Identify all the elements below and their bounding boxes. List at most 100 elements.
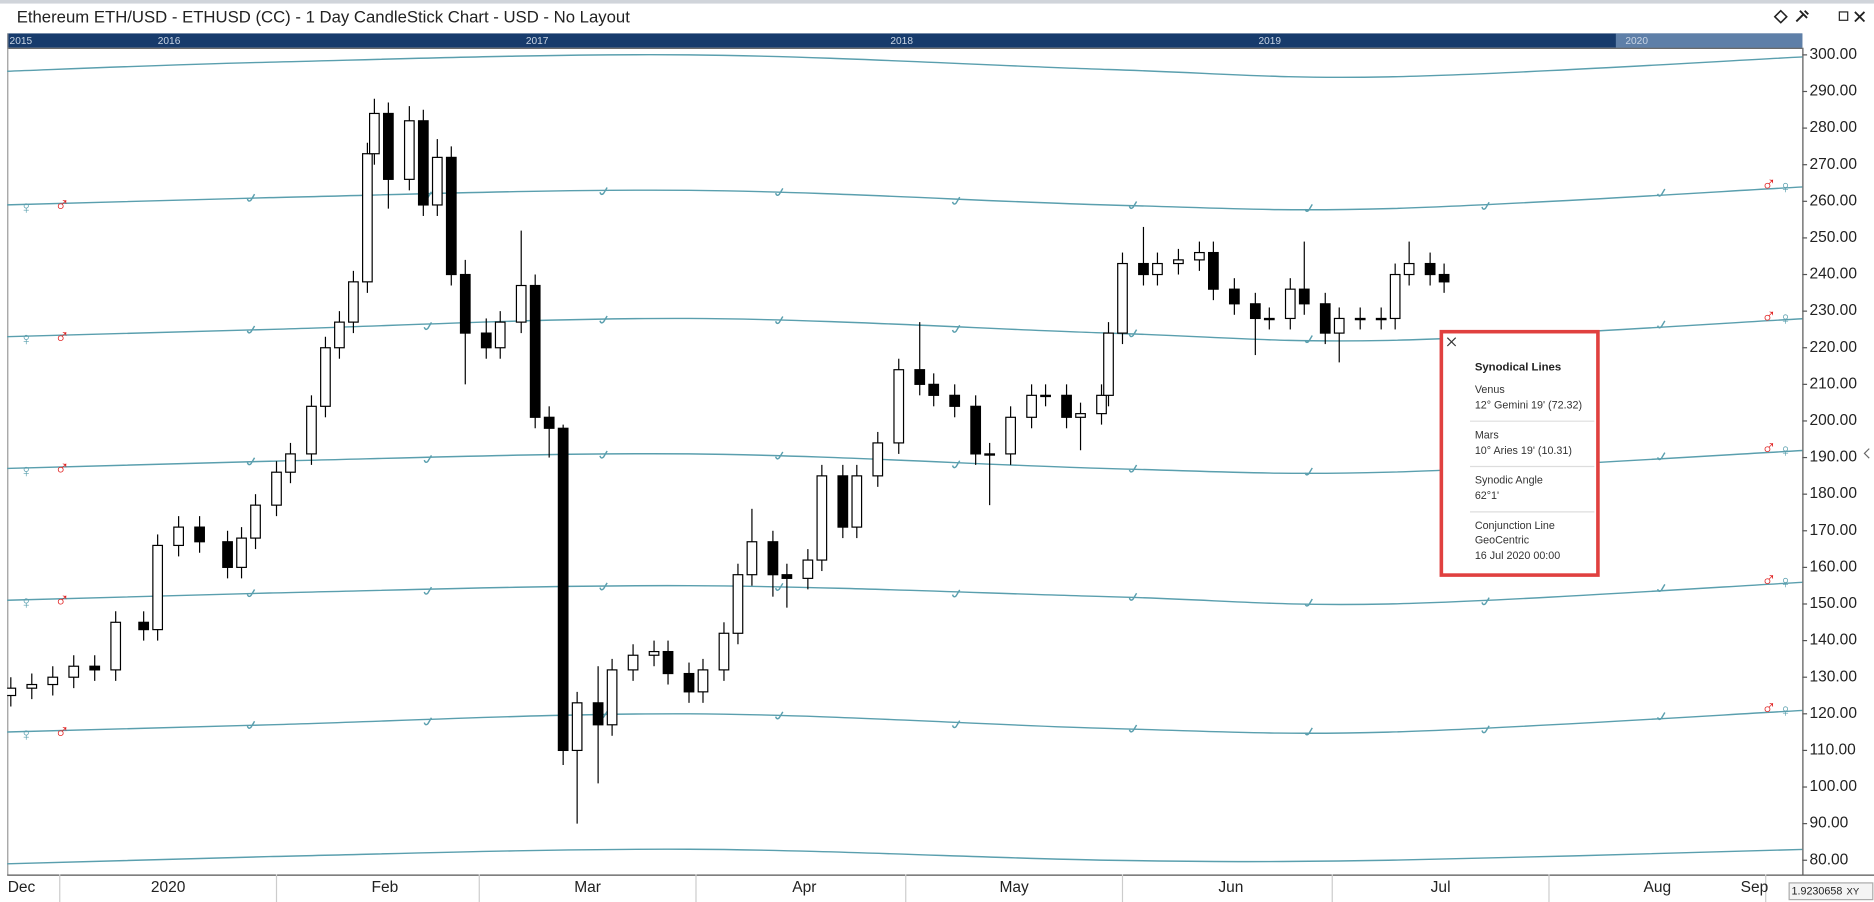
y-tick-label: 120.00	[1809, 705, 1857, 722]
navigator-label: 2016	[158, 36, 181, 47]
x-tick-label: Dec	[8, 879, 36, 896]
aspect-glyph	[1304, 598, 1313, 607]
tooltip-line: 62°1'	[1475, 490, 1499, 502]
candle-body	[306, 405, 317, 455]
venus-symbol: ♀	[20, 461, 33, 481]
candle-body	[543, 416, 555, 429]
synodic-line	[7, 709, 1803, 734]
icon[interactable]	[1773, 9, 1788, 24]
icon[interactable]	[1854, 11, 1866, 23]
y-tick-label: 210.00	[1809, 375, 1857, 392]
candle-body	[515, 284, 527, 323]
icon[interactable]	[1838, 11, 1849, 21]
venus-symbol: ♀	[20, 329, 33, 349]
y-tick-label: 170.00	[1809, 522, 1857, 539]
candle-body	[1319, 303, 1331, 334]
candle-body	[1026, 394, 1037, 418]
aspect-glyph	[423, 454, 433, 463]
aspect-glyph	[1128, 724, 1138, 733]
y-tick-label: 140.00	[1809, 632, 1857, 649]
venus-symbol: ♀	[20, 724, 33, 744]
aspect-glyph	[246, 193, 256, 202]
candle-body	[1424, 262, 1436, 276]
aspect-glyph	[1481, 201, 1490, 210]
candle-body	[1152, 262, 1163, 276]
toolbar-icons[interactable]	[1773, 9, 1866, 24]
y-tick-label: 200.00	[1809, 412, 1857, 429]
navigator-label: 2019	[1258, 36, 1281, 47]
candle-body	[648, 650, 660, 656]
navigator[interactable]	[7, 33, 1803, 48]
candle-body	[1438, 273, 1450, 283]
y-tick-label: 130.00	[1809, 668, 1857, 685]
candle-body	[152, 544, 164, 631]
venus-symbol: ♀	[1779, 177, 1792, 197]
candle-body	[1040, 394, 1051, 398]
tooltip-box	[1439, 329, 1600, 577]
navigator-label: 2018	[890, 36, 913, 47]
candle-body	[1389, 273, 1401, 320]
aspect-glyph	[951, 589, 961, 598]
icon[interactable]	[1795, 10, 1809, 23]
candle-body	[459, 273, 471, 334]
candle-body	[781, 574, 793, 579]
venus-symbol: ♀	[20, 593, 33, 613]
candle-body	[557, 427, 569, 752]
aspect-glyph	[599, 582, 608, 591]
candle-body	[47, 676, 59, 686]
aspect-glyph	[1304, 335, 1313, 344]
y-tick-label: 80.00	[1809, 851, 1848, 868]
close-icon[interactable]	[1446, 337, 1457, 347]
tooltip-line: 12° Gemini 19' (72.32)	[1475, 400, 1582, 412]
top-edge	[0, 0, 1874, 4]
mars-symbol: ♂	[55, 722, 70, 744]
candle-body	[1075, 413, 1086, 418]
x-tick-label: May	[999, 879, 1029, 896]
navigator-window[interactable]	[1615, 33, 1803, 48]
aspect-glyph	[951, 720, 961, 729]
synodic-line	[7, 186, 1803, 211]
aspect-glyph	[1656, 584, 1666, 593]
candle-body	[1173, 259, 1184, 265]
aspect-glyph	[599, 187, 608, 196]
candle-body	[732, 574, 744, 634]
candle-body	[362, 153, 373, 283]
x-tick-label: Apr	[792, 879, 816, 896]
mars-symbol: ♂	[1761, 698, 1776, 720]
y-tick-label: 290.00	[1809, 83, 1857, 100]
y-tick-label: 160.00	[1809, 558, 1857, 575]
candle-body	[194, 526, 205, 543]
mars-symbol: ♂	[1761, 174, 1776, 196]
venus-symbol: ♀	[1779, 572, 1792, 592]
navigator-label: 2017	[526, 36, 549, 47]
candle-body	[627, 654, 639, 671]
aspect-glyph	[1656, 188, 1666, 197]
mars-symbol: ♂	[55, 326, 70, 348]
tooltip-line: GeoCentric	[1475, 534, 1530, 546]
aspect-glyph	[1128, 464, 1138, 473]
candle-body	[837, 475, 849, 528]
synodic-line	[7, 54, 1803, 79]
candle-body	[746, 541, 758, 576]
candle-body	[606, 669, 618, 726]
candle-body	[767, 541, 779, 576]
y-tick-label: 90.00	[1809, 815, 1848, 832]
candle-body	[1403, 262, 1415, 276]
candle-body	[26, 683, 38, 689]
candle-body	[1005, 416, 1016, 455]
aspect-glyph	[1656, 320, 1666, 329]
candle-body	[970, 405, 982, 455]
aspect-glyph	[1656, 452, 1666, 461]
aspect-glyph	[1128, 329, 1138, 338]
y-tick-label: 260.00	[1809, 192, 1857, 209]
candle-body	[1103, 332, 1114, 396]
candle-body	[1263, 317, 1275, 321]
collapse-arrow[interactable]	[1863, 448, 1870, 459]
aspect-glyph	[246, 720, 256, 729]
candle-body	[1298, 288, 1310, 305]
scale-box[interactable]	[1788, 882, 1874, 901]
candle-body	[1249, 303, 1261, 320]
x-tick-label: Mar	[574, 879, 601, 896]
